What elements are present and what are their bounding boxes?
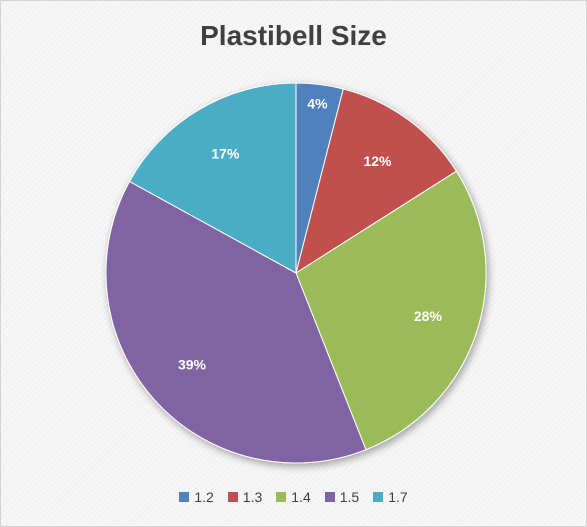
legend-swatch: [324, 492, 335, 502]
pie-slice-1-7: [128, 82, 297, 274]
legend-label: 1.5: [339, 489, 360, 505]
chart-title: Plastibell Size: [200, 20, 387, 51]
legend-item: 1.3: [227, 489, 263, 505]
legend-swatch: [276, 492, 287, 502]
pie-slice-1-4: [295, 170, 487, 451]
legend: 1.2 1.3 1.4 1.5 1.7: [0, 489, 587, 505]
legend-item: 1.5: [324, 489, 360, 505]
pie-slice-1-5: [105, 180, 367, 464]
data-label: 4%: [307, 95, 328, 111]
legend-swatch: [179, 492, 190, 502]
data-label: 17%: [211, 146, 240, 162]
legend-label: 1.3: [242, 489, 263, 505]
data-label: 39%: [178, 357, 207, 373]
data-label: 28%: [414, 308, 443, 324]
data-label: 12%: [363, 153, 392, 169]
legend-item: 1.2: [179, 489, 214, 505]
legend-label: 1.4: [291, 489, 311, 505]
legend-swatch: [373, 492, 384, 502]
legend-swatch: [227, 492, 238, 502]
pie-slice-1-3: [295, 88, 458, 275]
legend-label: 1.2: [194, 489, 214, 505]
legend-label: 1.7: [388, 489, 408, 505]
legend-item: 1.4: [276, 489, 311, 505]
legend-item: 1.7: [373, 489, 408, 505]
